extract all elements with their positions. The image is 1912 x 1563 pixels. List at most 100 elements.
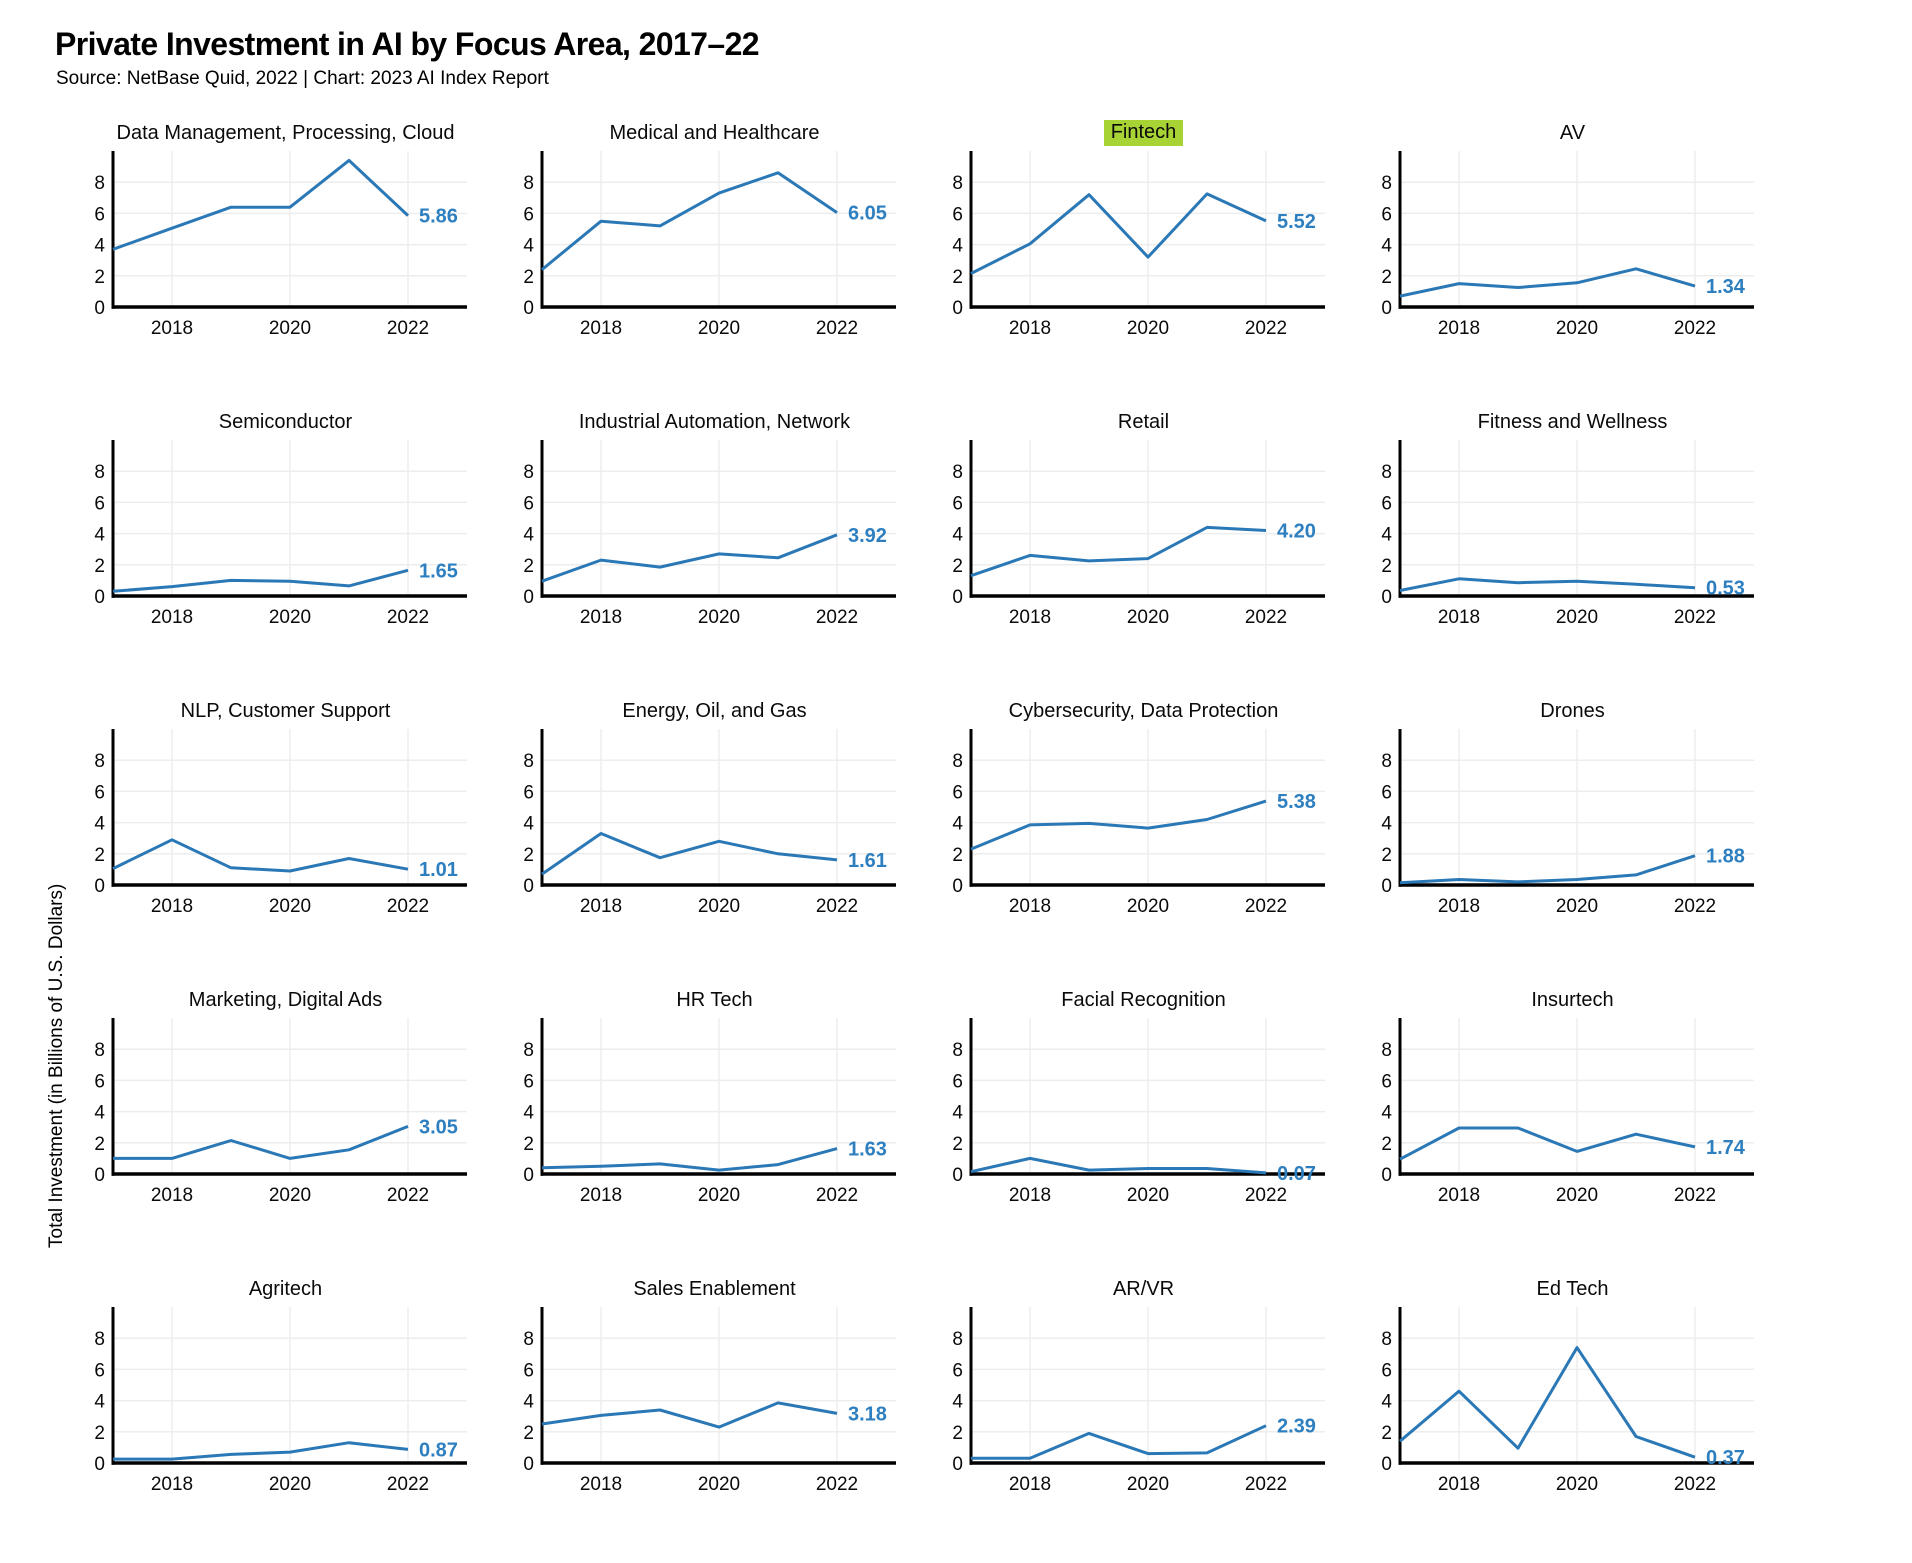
trend-line xyxy=(1399,577,1696,592)
y-tick-label: 0 xyxy=(94,876,105,897)
y-tick-label: 6 xyxy=(1381,493,1392,514)
y-tick-label: 8 xyxy=(952,173,963,194)
subplot-title: HR Tech xyxy=(676,988,753,1011)
subplot-energy-oil-and-gas: Energy, Oil, and Gas 0 2 4 6 8 2018 2020 2022 1.6… xyxy=(500,696,929,985)
trend-line xyxy=(541,533,838,583)
subplot-title: Sales Enablement xyxy=(633,1277,796,1300)
x-tick-label: 2018 xyxy=(1009,318,1051,339)
y-tick-label: 4 xyxy=(94,1392,105,1413)
y-tick-label: 0 xyxy=(1381,1454,1392,1475)
y-tick-label: 6 xyxy=(952,204,963,225)
x-tick-label: 2020 xyxy=(1127,896,1169,917)
subplot-plot: 0 2 4 6 8 2018 2020 2022 1.74 xyxy=(1381,1018,1754,1206)
value-label: 0.37 xyxy=(1706,1447,1745,1469)
y-tick-label: 8 xyxy=(523,173,534,194)
subplot-av: AV 0 2 4 6 8 2018 2020 2022 1.34 xyxy=(1358,118,1787,407)
subplot-title: NLP, Customer Support xyxy=(180,699,391,722)
value-label: 3.92 xyxy=(848,525,887,547)
x-tick-label: 2020 xyxy=(269,318,311,339)
y-tick-label: 0 xyxy=(1381,876,1392,897)
y-tick-label: 0 xyxy=(523,587,534,608)
y-tick-label: 6 xyxy=(523,1360,534,1381)
x-tick-label: 2020 xyxy=(1127,318,1169,339)
subplot-plot: 0 2 4 6 8 2018 2020 2022 1.88 xyxy=(1381,729,1754,917)
x-tick-label: 2020 xyxy=(1556,1185,1598,1206)
y-tick-label: 0 xyxy=(952,1165,963,1186)
subplot-title: Agritech xyxy=(248,1277,323,1300)
x-tick-label: 2018 xyxy=(1438,1185,1480,1206)
y-tick-label: 6 xyxy=(94,782,105,803)
trend-line xyxy=(970,1156,1267,1175)
subplot-ed-tech: Ed Tech 0 2 4 6 8 2018 2020 2022 0.37 xyxy=(1358,1274,1787,1563)
y-tick-label: 2 xyxy=(1381,556,1392,577)
x-tick-label: 2022 xyxy=(387,607,429,628)
trend-line xyxy=(541,1401,838,1429)
value-label: 5.38 xyxy=(1277,791,1316,813)
y-tick-label: 6 xyxy=(523,493,534,514)
x-tick-label: 2020 xyxy=(1556,1474,1598,1495)
x-tick-label: 2020 xyxy=(1127,607,1169,628)
trend-line xyxy=(970,192,1267,275)
trend-line xyxy=(1399,1346,1696,1459)
value-label: 0.87 xyxy=(419,1439,458,1461)
subplot-plot: 0 2 4 6 8 2018 2020 2022 0.53 xyxy=(1381,440,1754,628)
value-label: 1.88 xyxy=(1706,846,1745,868)
subplot-title: Drones xyxy=(1540,699,1605,722)
y-tick-label: 0 xyxy=(94,1454,105,1475)
y-tick-label: 0 xyxy=(952,876,963,897)
trend-line xyxy=(112,158,410,251)
subplot-title: Energy, Oil, and Gas xyxy=(622,699,807,722)
x-tick-label: 2018 xyxy=(1009,1185,1051,1206)
subplot-drones: Drones 0 2 4 6 8 2018 2020 2022 1.88 xyxy=(1358,696,1787,985)
y-tick-label: 2 xyxy=(952,1423,963,1444)
y-tick-label: 6 xyxy=(952,493,963,514)
y-tick-label: 2 xyxy=(94,556,105,577)
x-tick-label: 2022 xyxy=(1674,607,1716,628)
subplot-industrial-automation-network: Industrial Automation, Network 0 2 4 6 8 2018 2… xyxy=(500,407,929,696)
subplot-plot: 0 2 4 6 8 2018 2020 2022 0.37 xyxy=(1381,1307,1754,1495)
y-tick-label: 2 xyxy=(1381,845,1392,866)
y-tick-label: 6 xyxy=(523,204,534,225)
x-tick-label: 2022 xyxy=(816,607,858,628)
y-tick-label: 6 xyxy=(1381,204,1392,225)
x-tick-label: 2022 xyxy=(1245,607,1287,628)
y-tick-label: 0 xyxy=(94,298,105,319)
subplot-plot: 0 2 4 6 8 2018 2020 2022 4.20 xyxy=(952,440,1325,628)
y-tick-label: 8 xyxy=(94,173,105,194)
trend-line xyxy=(113,1125,409,1160)
subplot-title: Retail xyxy=(1117,410,1170,433)
y-tick-label: 0 xyxy=(523,1165,534,1186)
y-tick-label: 4 xyxy=(523,525,534,546)
subplot-title: Medical and Healthcare xyxy=(609,121,820,144)
subplot-title: Marketing, Digital Ads xyxy=(188,988,383,1011)
subplot-marketing-digital-ads: Marketing, Digital Ads 0 2 4 6 8 2018 2020 2022 3… xyxy=(71,985,500,1274)
subplot-title: Semiconductor xyxy=(218,410,353,433)
value-label: 0.07 xyxy=(1277,1163,1316,1185)
y-tick-label: 4 xyxy=(523,814,534,835)
y-tick-label: 4 xyxy=(94,236,105,257)
value-label: 1.61 xyxy=(848,850,887,872)
x-tick-label: 2018 xyxy=(580,1474,622,1495)
x-tick-label: 2022 xyxy=(1245,1185,1287,1206)
subplot-facial-recognition: Facial Recognition 0 2 4 6 8 2018 2020 2022 0.07 xyxy=(929,985,1358,1274)
subplot-plot: 0 2 4 6 8 2018 2020 2022 1.34 xyxy=(1381,151,1754,339)
subplot-plot: 0 2 4 6 8 2018 2020 2022 5.52 xyxy=(952,151,1325,339)
y-tick-label: 4 xyxy=(952,1103,963,1124)
value-label: 5.86 xyxy=(419,206,458,228)
y-tick-label: 8 xyxy=(1381,462,1392,483)
y-tick-label: 2 xyxy=(1381,1423,1392,1444)
y-tick-label: 8 xyxy=(952,751,963,772)
x-tick-label: 2020 xyxy=(1556,896,1598,917)
y-tick-label: 8 xyxy=(952,462,963,483)
y-tick-label: 8 xyxy=(1381,173,1392,194)
x-tick-label: 2022 xyxy=(387,896,429,917)
trend-line xyxy=(1399,854,1696,885)
y-tick-label: 2 xyxy=(94,1134,105,1155)
y-tick-label: 6 xyxy=(523,1071,534,1092)
subplot-title: Facial Recognition xyxy=(1061,988,1226,1011)
y-tick-label: 6 xyxy=(94,204,105,225)
x-tick-label: 2018 xyxy=(1438,318,1480,339)
value-label: 0.53 xyxy=(1706,578,1745,600)
subplot-title: Ed Tech xyxy=(1536,1277,1609,1300)
y-tick-label: 6 xyxy=(1381,782,1392,803)
